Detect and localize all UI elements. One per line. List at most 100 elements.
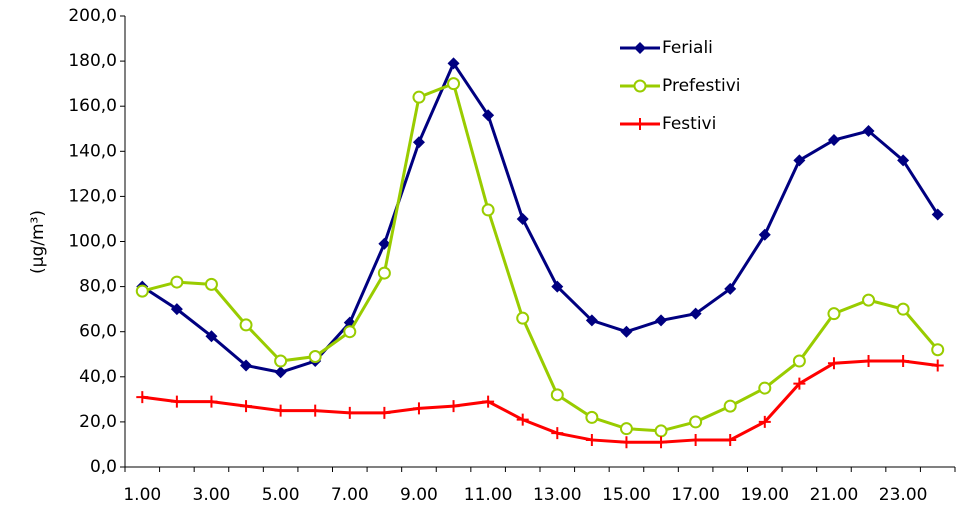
- legend: Feriali Prefestivi Festivi: [620, 38, 741, 134]
- marker: [655, 314, 668, 327]
- y-tick-label: 0,0: [90, 457, 117, 477]
- marker: [551, 280, 564, 293]
- x-tick-label: 7.00: [331, 485, 369, 505]
- marker: [827, 307, 841, 321]
- y-tick-label: 120,0: [68, 186, 117, 206]
- marker: [758, 381, 772, 395]
- marker: [136, 391, 149, 404]
- marker: [481, 203, 495, 217]
- legend-label: Feriali: [662, 38, 713, 58]
- marker: [482, 395, 495, 408]
- marker: [343, 325, 357, 339]
- series-line: [141, 60, 939, 374]
- marker: [724, 282, 737, 295]
- marker: [585, 410, 599, 424]
- y-tick-label: 40,0: [79, 367, 117, 387]
- marker: [412, 90, 426, 104]
- x-tick-label: 11.00: [464, 485, 513, 505]
- marker: [482, 109, 495, 122]
- marker: [378, 237, 391, 250]
- marker: [170, 275, 184, 289]
- x-tick-label: 13.00: [533, 485, 582, 505]
- marker: [758, 228, 771, 241]
- x-tick-label: 3.00: [193, 485, 231, 505]
- marker: [343, 406, 356, 419]
- marker: [447, 77, 461, 91]
- marker: [634, 42, 646, 54]
- marker: [274, 404, 287, 417]
- marker: [931, 208, 944, 221]
- marker: [551, 427, 564, 440]
- y-tick-label: 160,0: [68, 96, 117, 116]
- marker: [724, 433, 737, 446]
- marker: [862, 125, 875, 138]
- marker: [723, 399, 737, 413]
- marker: [758, 415, 771, 428]
- marker: [135, 284, 149, 298]
- marker: [585, 314, 598, 327]
- marker: [516, 413, 529, 426]
- marker: [377, 266, 391, 280]
- marker: [274, 354, 288, 368]
- y-tick-label: 80,0: [79, 277, 117, 297]
- marker: [633, 79, 647, 93]
- marker: [170, 395, 183, 408]
- marker: [585, 433, 598, 446]
- x-tick-label: 5.00: [262, 485, 300, 505]
- marker: [620, 436, 633, 449]
- x-tick-label: 9.00: [400, 485, 438, 505]
- marker: [654, 424, 668, 438]
- marker: [412, 136, 425, 149]
- y-tick-label: 200,0: [68, 6, 117, 26]
- y-tick-label: 20,0: [79, 412, 117, 432]
- marker: [240, 400, 253, 413]
- marker: [274, 366, 287, 379]
- marker: [620, 325, 633, 338]
- marker: [204, 277, 218, 291]
- x-tick-label: 23.00: [879, 485, 928, 505]
- x-tick-label: 19.00: [740, 485, 789, 505]
- marker: [862, 293, 876, 307]
- marker: [793, 154, 806, 167]
- y-axis-label: (µg/m³): [28, 210, 48, 274]
- marker: [793, 377, 806, 390]
- marker: [931, 359, 944, 372]
- marker: [931, 343, 945, 357]
- marker: [896, 302, 910, 316]
- marker: [240, 359, 253, 372]
- marker: [205, 330, 218, 343]
- marker: [412, 402, 425, 415]
- marker: [689, 307, 702, 320]
- legend-label: Prefestivi: [662, 76, 741, 96]
- x-tick-label: 1.00: [123, 485, 161, 505]
- y-tick-label: 140,0: [68, 141, 117, 161]
- marker: [447, 57, 460, 70]
- marker: [170, 303, 183, 316]
- marker: [792, 354, 806, 368]
- marker: [378, 406, 391, 419]
- marker: [655, 436, 668, 449]
- marker: [827, 357, 840, 370]
- legend-label: Festivi: [662, 114, 716, 134]
- marker: [309, 404, 322, 417]
- y-tick-label: 180,0: [68, 51, 117, 71]
- marker: [550, 388, 564, 402]
- series-line: [141, 81, 939, 433]
- x-tick-label: 21.00: [810, 485, 859, 505]
- marker: [205, 395, 218, 408]
- x-tick-label: 15.00: [602, 485, 651, 505]
- series-line: [142, 359, 938, 444]
- y-tick-label: 60,0: [79, 322, 117, 342]
- marker: [447, 400, 460, 413]
- marker: [239, 318, 253, 332]
- marker: [516, 212, 529, 225]
- marker: [308, 350, 322, 364]
- marker: [689, 415, 703, 429]
- marker: [897, 355, 910, 368]
- marker: [634, 118, 646, 130]
- x-tick-label: 17.00: [671, 485, 720, 505]
- marker: [897, 154, 910, 167]
- y-tick-label: 100,0: [68, 232, 117, 252]
- marker: [516, 311, 530, 325]
